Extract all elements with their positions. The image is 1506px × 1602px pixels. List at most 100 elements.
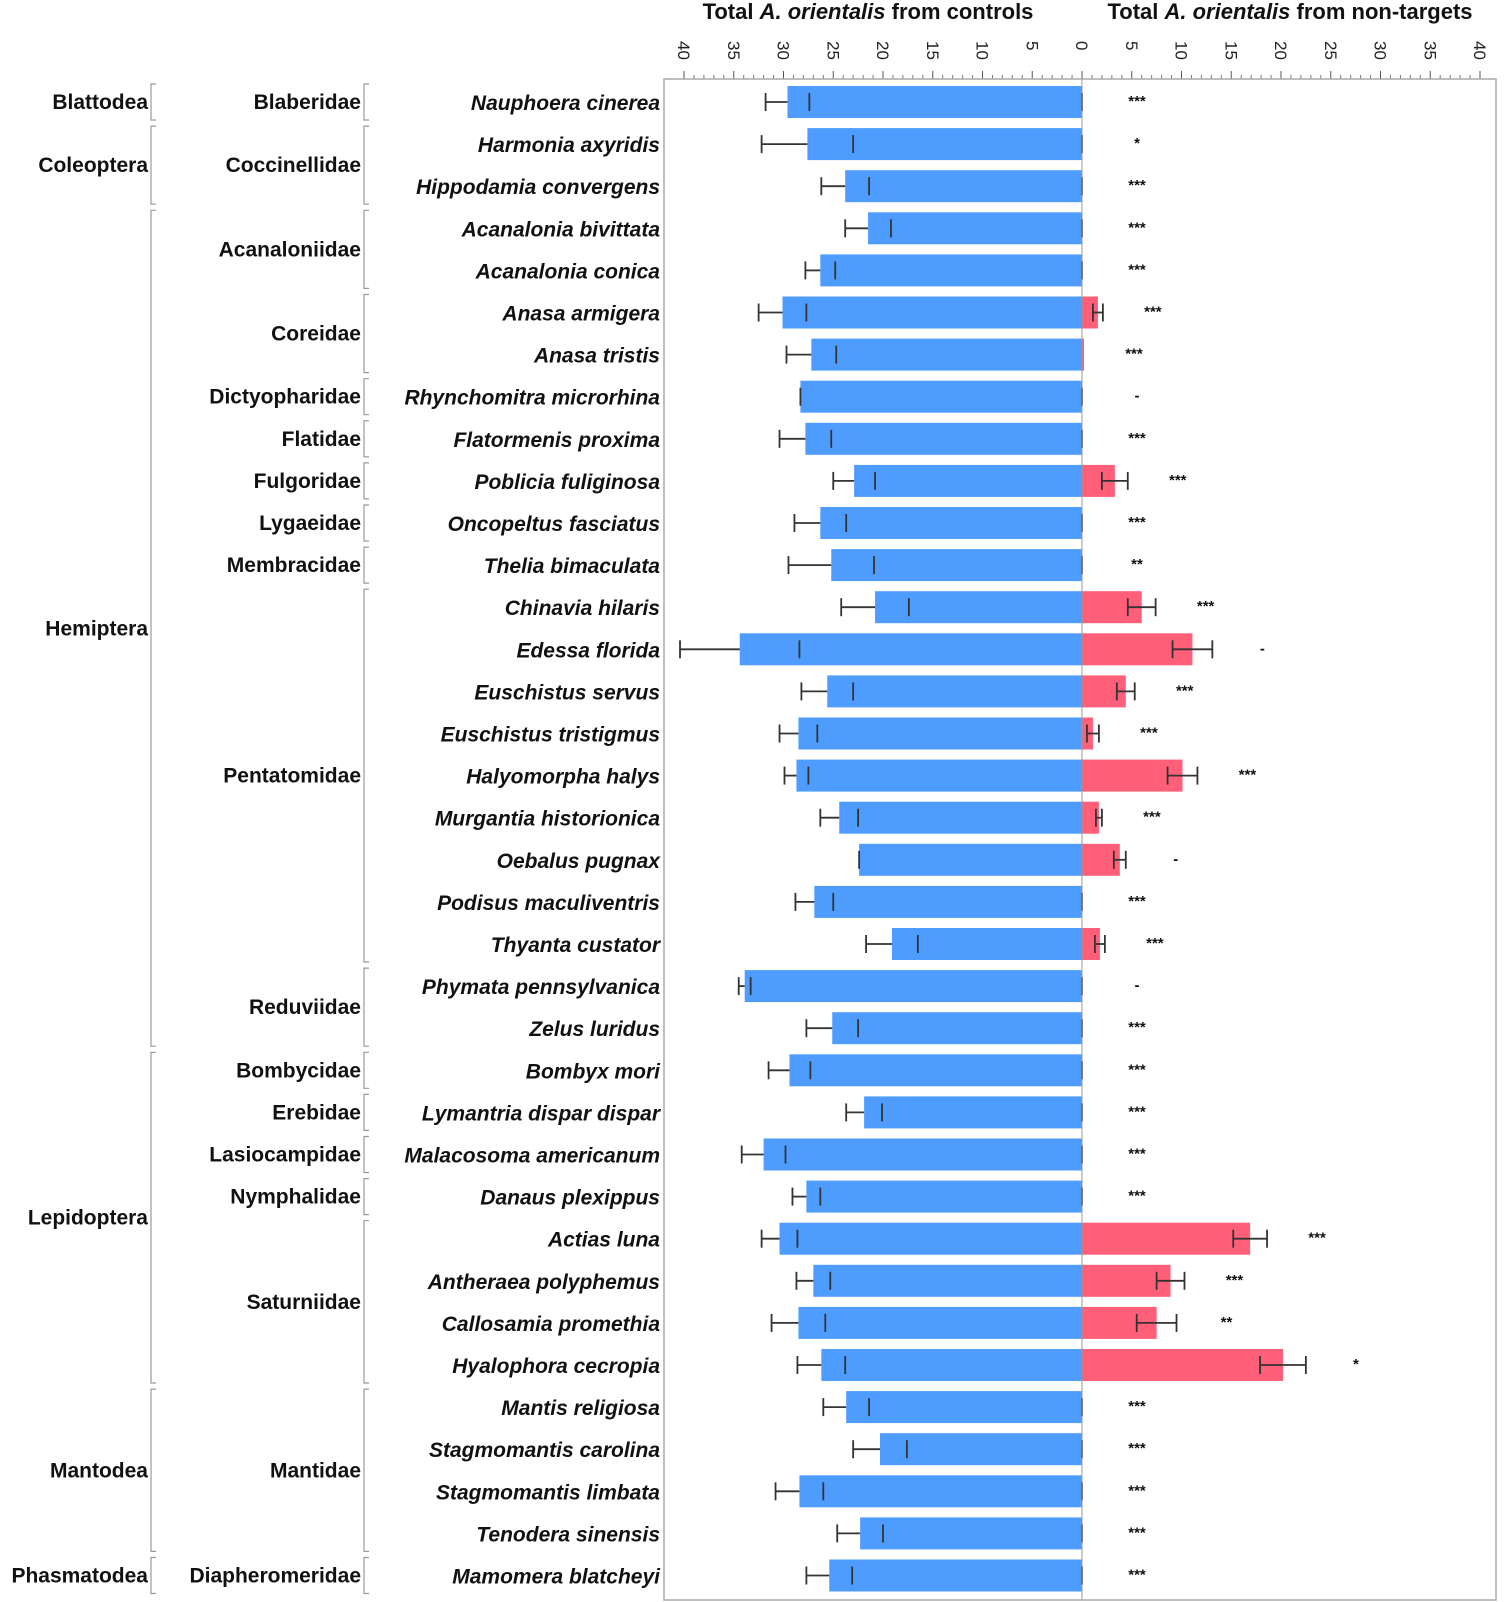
left-title-part-3: from controls bbox=[886, 0, 1034, 24]
significance-label: *** bbox=[1128, 93, 1146, 110]
family-label: Blaberidae bbox=[254, 91, 361, 114]
left-tick-label: 5 bbox=[1022, 41, 1041, 50]
control-bar bbox=[805, 422, 1082, 455]
left-tick-label: 35 bbox=[724, 41, 743, 60]
control-bar bbox=[854, 464, 1082, 497]
control-bar bbox=[782, 296, 1082, 329]
family-label: Pentatomidae bbox=[223, 765, 361, 788]
family-label: Mantidae bbox=[270, 1459, 361, 1482]
order-bracket bbox=[150, 209, 156, 1047]
family-bracket bbox=[363, 1093, 369, 1131]
order-bracket bbox=[150, 1388, 156, 1552]
control-bar bbox=[846, 1391, 1082, 1424]
axis-layer: 40 35 30 25 20 15 10 5 0 5 10 15 20 25 30 35 40 bbox=[674, 41, 1489, 79]
left-tick-label: 30 bbox=[774, 41, 793, 60]
significance-label: *** bbox=[1128, 1524, 1146, 1541]
left-tick-label: 20 bbox=[873, 41, 892, 60]
significance-label: *** bbox=[1128, 1398, 1146, 1415]
significance-label: *** bbox=[1128, 1188, 1146, 1205]
species-label: Lymantria dispar dispar bbox=[422, 1102, 662, 1125]
nontarget-bar bbox=[1082, 759, 1183, 792]
significance-label: *** bbox=[1128, 1440, 1146, 1457]
significance-label: ** bbox=[1131, 556, 1143, 573]
control-bar bbox=[798, 717, 1082, 750]
significance-label: *** bbox=[1197, 598, 1215, 615]
species-label: Antheraea polyphemus bbox=[427, 1271, 660, 1294]
significance-label: *** bbox=[1128, 1019, 1146, 1036]
species-label: Chinavia hilaris bbox=[505, 597, 660, 620]
significance-label: - bbox=[1173, 851, 1178, 868]
left-axis-title: Total A. orientalis from controls bbox=[703, 0, 1034, 24]
left-tick-label: 40 bbox=[674, 41, 693, 60]
control-bar bbox=[814, 885, 1082, 918]
significance-label: *** bbox=[1140, 725, 1158, 742]
nontarget-bar bbox=[1082, 801, 1099, 834]
order-label: Coleoptera bbox=[38, 154, 148, 177]
family-bracket bbox=[363, 83, 369, 121]
family-bracket bbox=[363, 420, 369, 458]
species-label: Mantis religiosa bbox=[501, 1397, 660, 1420]
left-tick-label: 25 bbox=[823, 41, 842, 60]
species-label: Anasa armigera bbox=[501, 303, 660, 326]
right-title-part-1: Total bbox=[1107, 0, 1164, 24]
order-label: Mantodea bbox=[50, 1459, 148, 1482]
control-bar bbox=[763, 1138, 1082, 1171]
control-bar bbox=[845, 170, 1082, 203]
control-bar bbox=[827, 675, 1082, 708]
control-bar bbox=[839, 801, 1082, 834]
significance-label: - bbox=[1135, 977, 1140, 994]
species-label: Rhynchomitra microrhina bbox=[404, 387, 660, 410]
right-tick-label: 35 bbox=[1420, 41, 1439, 60]
species-label: Hippodamia convergens bbox=[416, 176, 660, 199]
control-bar bbox=[806, 1180, 1082, 1213]
significance-label: *** bbox=[1226, 1272, 1244, 1289]
species-label: Tenodera sinensis bbox=[476, 1523, 660, 1546]
right-tick-label: 25 bbox=[1321, 41, 1340, 60]
significance-label: ** bbox=[1221, 1314, 1233, 1331]
family-label: Flatidae bbox=[282, 428, 361, 451]
family-bracket bbox=[363, 378, 369, 416]
species-label: Oebalus pugnax bbox=[497, 850, 662, 873]
species-label: Podisus maculiventris bbox=[437, 892, 660, 915]
significance-label: *** bbox=[1128, 1567, 1146, 1584]
significance-label: *** bbox=[1128, 893, 1146, 910]
family-label: Bombycidae bbox=[236, 1059, 361, 1082]
control-bar bbox=[800, 380, 1082, 413]
family-label: Diapheromeridae bbox=[189, 1565, 361, 1588]
nontarget-bar bbox=[1082, 296, 1098, 329]
significance-label: *** bbox=[1176, 682, 1194, 699]
significance-label: *** bbox=[1128, 1146, 1146, 1163]
family-label: Dictyopharidae bbox=[209, 386, 361, 409]
control-bar bbox=[832, 1012, 1082, 1045]
significance-label: *** bbox=[1128, 177, 1146, 194]
bar-layer bbox=[679, 86, 1307, 1592]
label-layer: Blattodea Coleoptera Hemiptera Lepidoptera M… bbox=[11, 91, 1359, 1589]
family-label: Lygaeidae bbox=[259, 512, 361, 535]
significance-label: *** bbox=[1128, 1482, 1146, 1499]
significance-label: *** bbox=[1146, 935, 1164, 952]
significance-label: - bbox=[1260, 640, 1265, 657]
species-label: Acanalonia bivittata bbox=[461, 218, 661, 241]
right-tick-label: 10 bbox=[1172, 41, 1191, 60]
right-tick-label: 40 bbox=[1470, 41, 1489, 60]
significance-label: * bbox=[1353, 1356, 1359, 1373]
left-tick-label: 0 bbox=[1072, 41, 1091, 50]
control-bar bbox=[779, 1222, 1082, 1255]
significance-label: *** bbox=[1239, 767, 1257, 784]
significance-label: *** bbox=[1128, 1103, 1146, 1120]
nontarget-bar bbox=[1082, 1349, 1283, 1381]
significance-label: *** bbox=[1144, 304, 1162, 321]
species-label: Thelia bimaculata bbox=[484, 555, 661, 578]
order-bracket bbox=[150, 1051, 156, 1384]
species-label: Euschistus servus bbox=[474, 681, 660, 704]
significance-label: *** bbox=[1308, 1230, 1326, 1247]
family-bracket bbox=[363, 1135, 369, 1174]
species-label: Anasa tristis bbox=[533, 345, 660, 368]
family-label: Saturniidae bbox=[247, 1291, 361, 1314]
family-bracket bbox=[363, 209, 369, 289]
species-label: Callosamia promethia bbox=[442, 1313, 661, 1336]
family-bracket bbox=[363, 1051, 369, 1089]
control-bar bbox=[796, 759, 1082, 792]
species-label: Oncopeltus fasciatus bbox=[448, 513, 660, 536]
bracket-layer bbox=[150, 83, 369, 1595]
